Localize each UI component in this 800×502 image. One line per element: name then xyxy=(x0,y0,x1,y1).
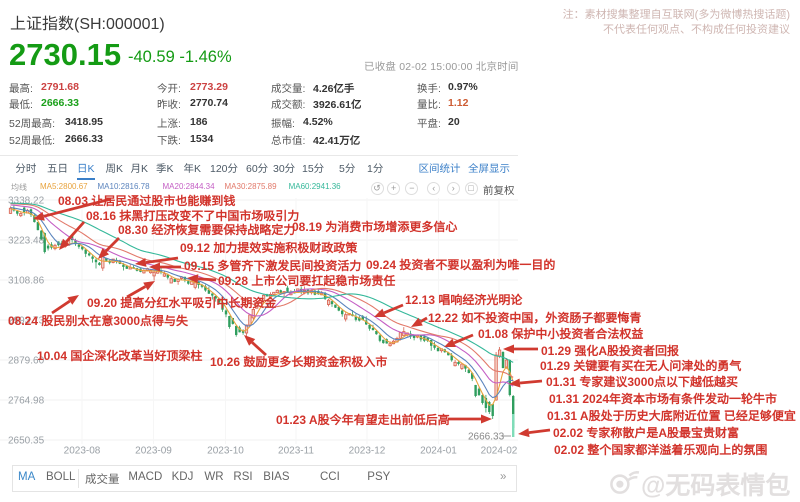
svg-text:3108.86: 3108.86 xyxy=(8,276,45,287)
svg-text:2764.98: 2764.98 xyxy=(8,396,45,407)
svg-text:2650.35: 2650.35 xyxy=(8,436,45,447)
svg-text:2023-08: 2023-08 xyxy=(64,446,101,457)
svg-text:2024-01: 2024-01 xyxy=(420,446,457,457)
svg-text:3338.22: 3338.22 xyxy=(8,196,45,207)
svg-text:2023-09: 2023-09 xyxy=(135,446,172,457)
svg-text:3223.48: 3223.48 xyxy=(8,236,45,247)
svg-text:2879.60: 2879.60 xyxy=(8,356,45,367)
svg-text:2666.33: 2666.33 xyxy=(468,432,505,443)
svg-text:2023-11: 2023-11 xyxy=(278,446,314,457)
svg-text:2993.73: 2993.73 xyxy=(8,316,45,327)
svg-text:2023-12: 2023-12 xyxy=(349,446,386,457)
svg-text:2023-10: 2023-10 xyxy=(207,446,244,457)
svg-text:2024-02: 2024-02 xyxy=(481,446,518,457)
